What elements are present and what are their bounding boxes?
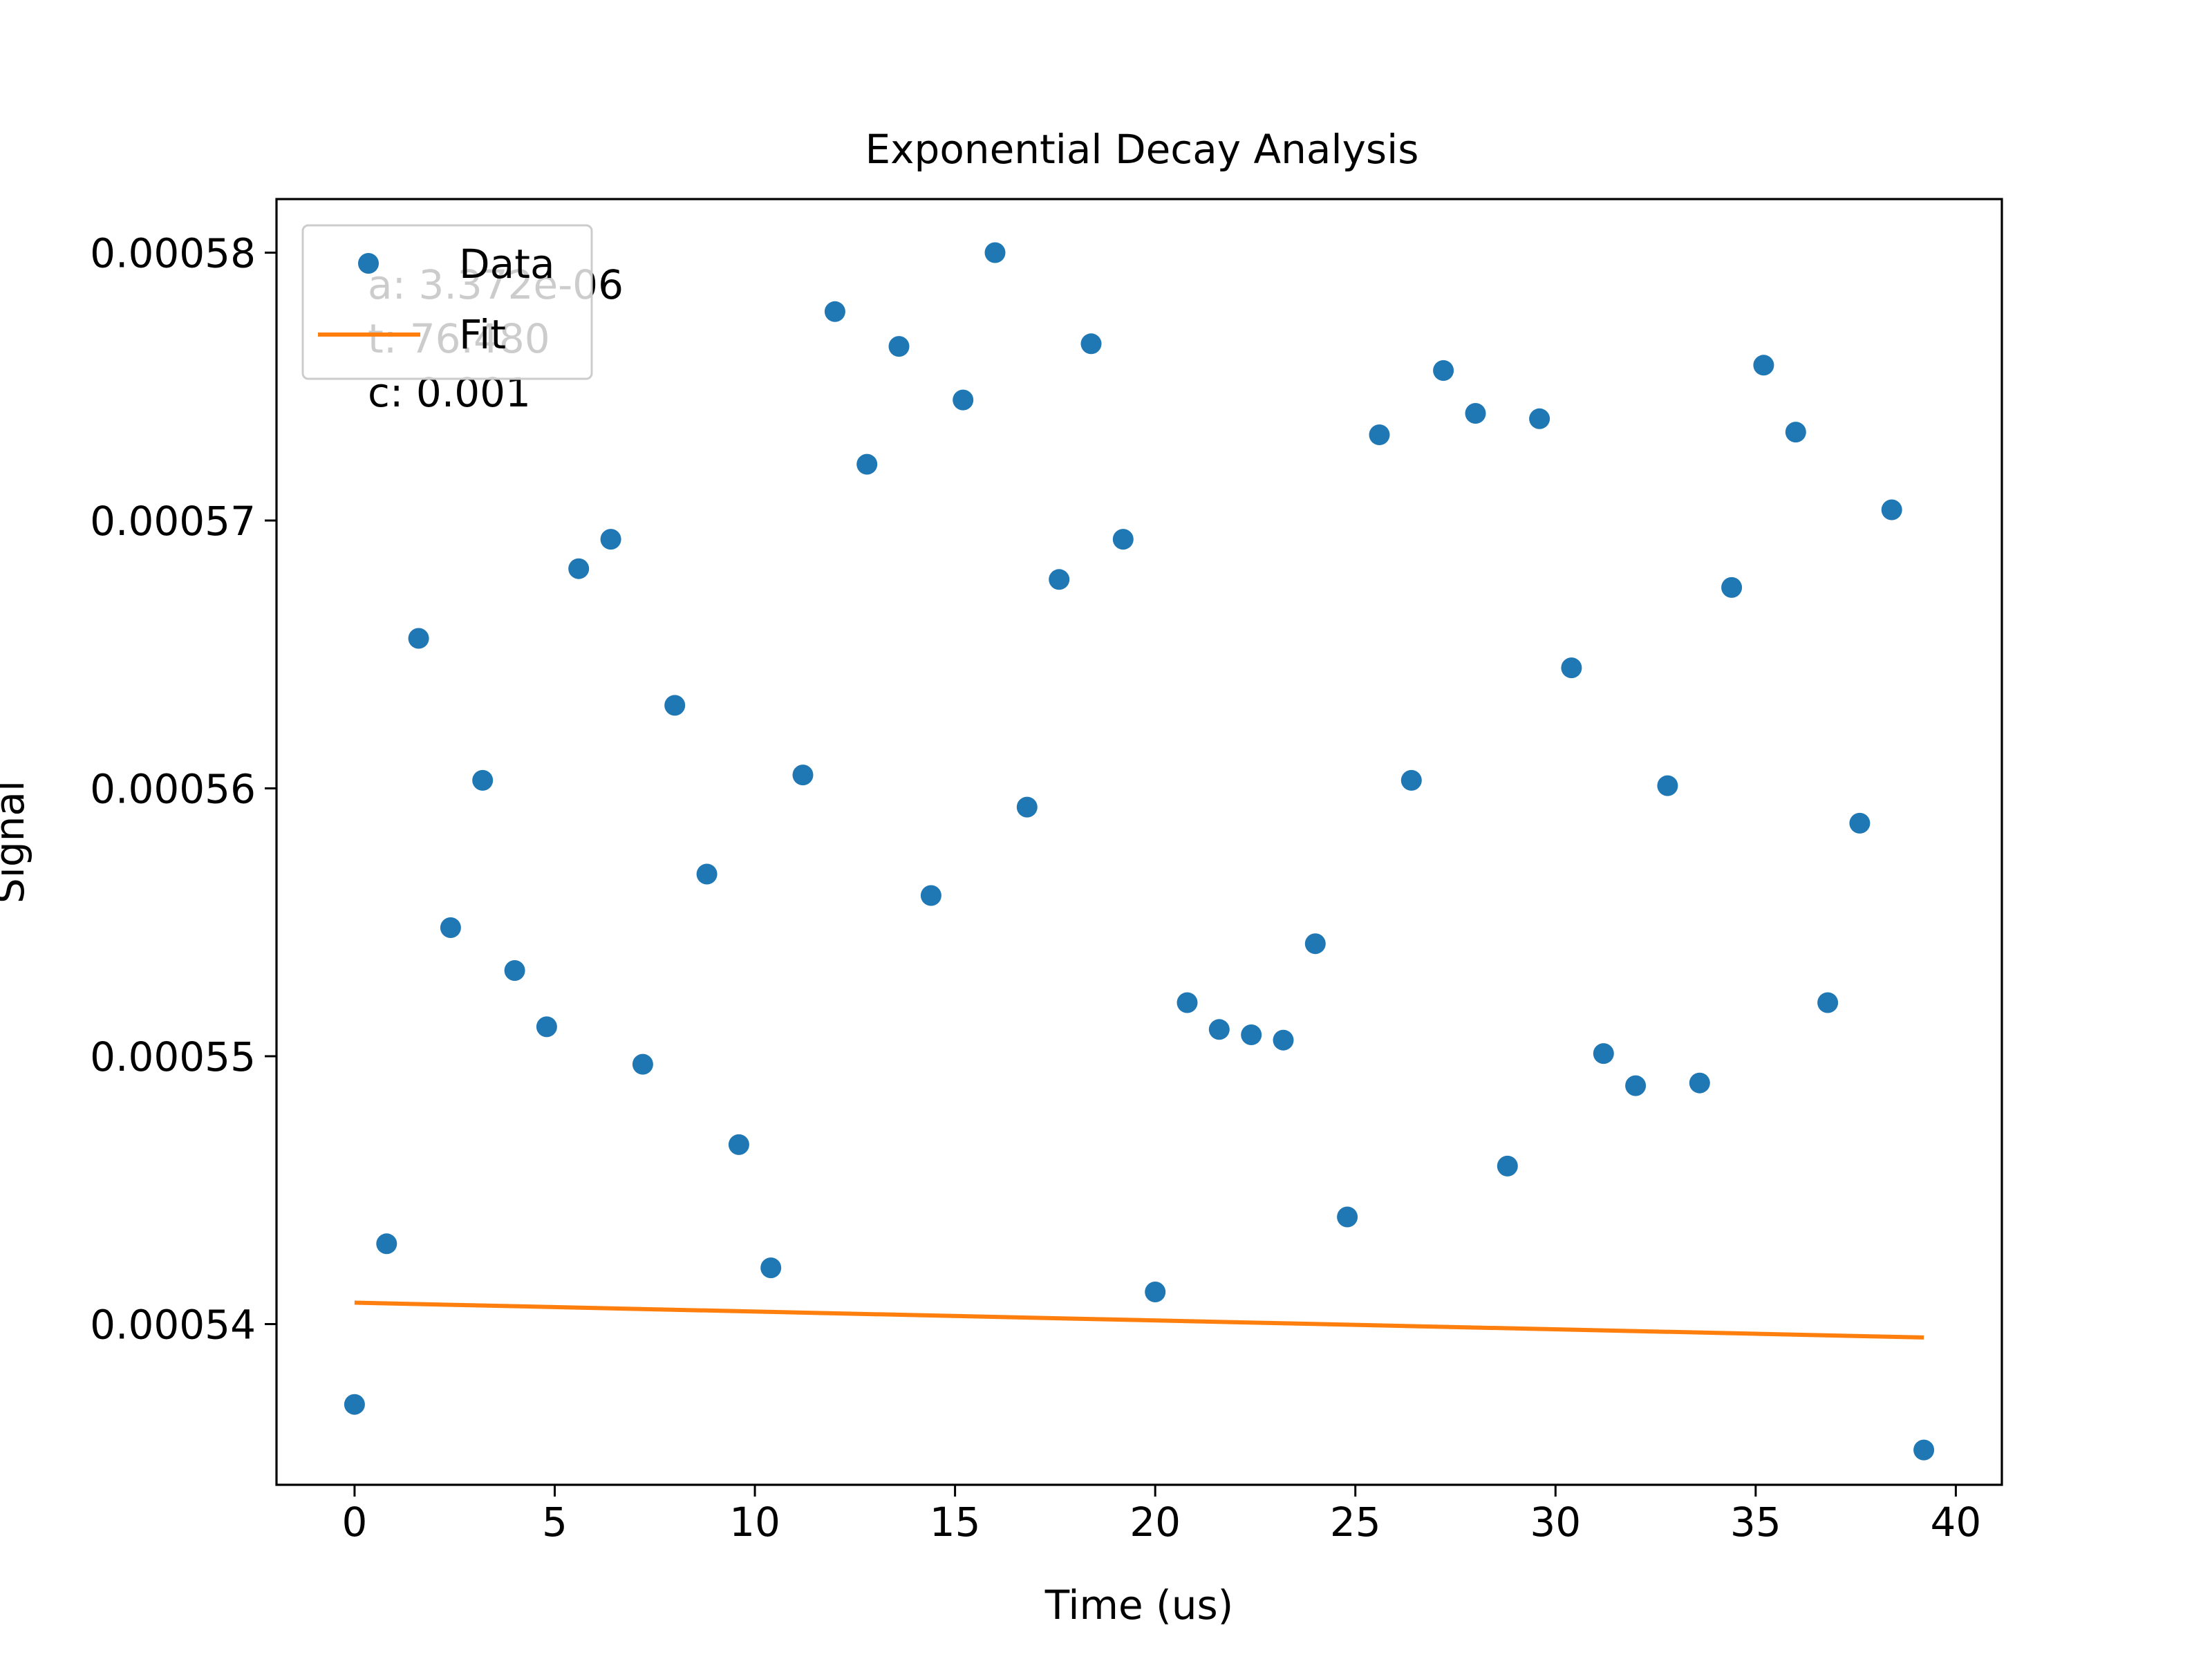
- data-point: [1657, 775, 1678, 796]
- data-point: [792, 765, 814, 786]
- x-tick-label: 5: [542, 1499, 568, 1546]
- data-point: [1273, 1029, 1294, 1051]
- data-point: [1593, 1043, 1614, 1065]
- data-point: [1241, 1024, 1262, 1045]
- data-point: [1369, 424, 1390, 445]
- data-point: [1529, 408, 1550, 429]
- x-tick-label: 25: [1330, 1499, 1381, 1546]
- data-point: [1497, 1155, 1518, 1177]
- data-point: [1913, 1439, 1935, 1461]
- x-tick-label: 30: [1530, 1499, 1581, 1546]
- data-point: [1881, 499, 1902, 521]
- fit-line: [354, 1300, 1924, 1340]
- legend-data-marker: [358, 253, 379, 274]
- data-point: [344, 1394, 365, 1415]
- y-tick-label: 0.00056: [90, 766, 256, 813]
- plot-area: [275, 198, 2003, 1486]
- data-point: [536, 1016, 557, 1038]
- y-tick-label: 0.00055: [90, 1033, 256, 1080]
- data-point: [888, 336, 910, 357]
- data-point: [1433, 360, 1454, 381]
- x-tick-label: 35: [1730, 1499, 1781, 1546]
- data-point: [1016, 796, 1038, 818]
- data-point: [1145, 1282, 1166, 1302]
- data-point: [600, 529, 621, 550]
- data-point: [1785, 422, 1806, 443]
- x-axis-label: Time (us): [1044, 1582, 1234, 1629]
- data-point: [632, 1053, 653, 1075]
- data-point: [1400, 769, 1422, 791]
- data-point: [760, 1257, 782, 1279]
- x-tick-label: 20: [1130, 1499, 1181, 1546]
- data-point: [1465, 403, 1486, 424]
- data-point: [504, 960, 525, 981]
- x-tick-label: 15: [930, 1499, 981, 1546]
- x-tick-label: 10: [729, 1499, 780, 1546]
- data-marks: [344, 242, 1935, 1461]
- data-point: [1304, 933, 1326, 955]
- data-point: [856, 453, 878, 475]
- legend-label-data: Data: [459, 241, 555, 288]
- y-axis-label: Signal: [0, 780, 33, 903]
- legend: Data Fit: [301, 224, 593, 380]
- data-point: [1112, 529, 1134, 550]
- y-axis: 0.00054 0.00055 0.00056 0.00057 0.00058: [90, 230, 276, 1349]
- data-point: [1721, 577, 1743, 598]
- data-point: [824, 301, 845, 322]
- data-point: [472, 769, 494, 791]
- x-axis: 0 5 10 15 20 25 30 35 40: [341, 1485, 1981, 1546]
- legend-label-fit: Fit: [459, 311, 506, 358]
- data-point: [1080, 333, 1102, 355]
- data-point: [1849, 812, 1871, 834]
- x-tick-label: 40: [1930, 1499, 1981, 1546]
- data-point: [664, 695, 686, 716]
- y-tick-label: 0.00057: [90, 498, 256, 545]
- data-point: [728, 1134, 749, 1155]
- data-point: [1689, 1072, 1710, 1094]
- y-tick-label: 0.00054: [90, 1302, 256, 1349]
- axes-frame: [275, 198, 2003, 1486]
- chart-title: Exponential Decay Analysis: [865, 126, 1419, 173]
- data-point: [696, 863, 718, 885]
- data-point: [1753, 355, 1774, 376]
- data-point: [1817, 992, 1839, 1013]
- data-point: [568, 558, 590, 579]
- data-point: [440, 917, 461, 938]
- x-tick-label: 0: [341, 1499, 367, 1546]
- data-point: [1625, 1075, 1647, 1096]
- data-point: [408, 628, 429, 649]
- data-point: [1208, 1019, 1230, 1040]
- data-point: [984, 242, 1006, 263]
- data-point: [1337, 1206, 1358, 1228]
- data-point: [1561, 657, 1582, 679]
- data-point: [953, 389, 974, 411]
- data-point: [376, 1233, 397, 1255]
- data-point: [920, 885, 941, 906]
- y-tick-label: 0.00058: [90, 230, 256, 277]
- data-point: [1049, 569, 1070, 590]
- data-point: [1177, 992, 1198, 1013]
